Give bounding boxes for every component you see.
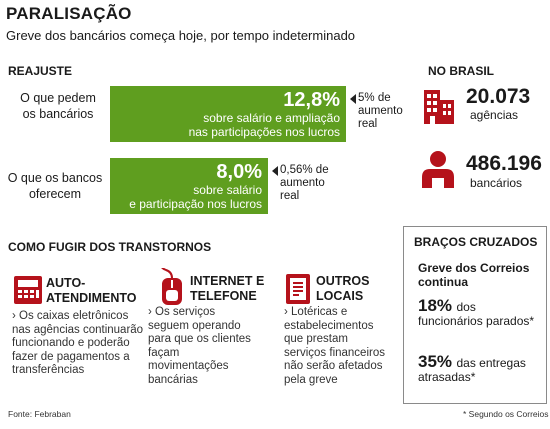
row1-desc-line2: nas participações nos lucros <box>188 125 340 139</box>
item1-desc-line: transferências <box>12 364 85 376</box>
reajuste-row-2-label: O que os bancos oferecem <box>2 170 108 202</box>
bancarios-label: bancários <box>470 176 523 190</box>
agencias-value: 20.073 <box>466 85 531 108</box>
row2-arrow-icon <box>272 166 278 176</box>
item-internet-title: INTERNET E TELEFONE <box>190 274 264 304</box>
fugir-heading: COMO FUGIR DOS TRANSTORNOS <box>8 240 212 254</box>
item1-title-line2: ATENDIMENTO <box>46 291 137 305</box>
row2-note-line2: aumento <box>280 177 325 189</box>
row1-note: 5% de aumento real <box>358 92 403 131</box>
bracos-sub-line1: Greve dos Correios <box>418 261 530 275</box>
source-note: Fonte: Febraban <box>8 409 71 419</box>
item3-desc-line: que prestam <box>284 333 348 345</box>
reajuste-heading: REAJUSTE <box>8 64 73 78</box>
row2-note-line3: real <box>280 190 300 202</box>
item-outros-title: OUTROS LOCAIS <box>316 274 369 304</box>
person-icon <box>420 150 456 188</box>
row1-desc-line1: sobre salário e ampliação <box>203 111 340 125</box>
row1-label-line1: O que pedem <box>20 91 96 105</box>
bracos-stat-1: 18% dos funcionários parados* <box>418 296 546 328</box>
item1-desc-line: › Os caixas eletrônicos <box>12 310 129 322</box>
item-autoatendimento-title: AUTO- ATENDIMENTO <box>46 276 137 306</box>
item1-desc-line: fazer de pagamentos a <box>12 350 130 363</box>
row2-note-line1: 0,56% de <box>280 164 329 176</box>
document-icon <box>286 274 310 304</box>
row2-desc-line1: sobre salário <box>193 183 262 197</box>
row2-value: 8,0% <box>216 161 262 183</box>
item3-title-line2: LOCAIS <box>316 289 364 303</box>
bracos-stat-2: 35% das entregas atrasadas* <box>418 352 546 384</box>
row1-value: 12,8% <box>283 89 340 111</box>
item3-desc-line: não serão afetados <box>284 360 383 372</box>
item3-desc-line: serviços financeiros <box>284 346 385 359</box>
item3-title-line1: OUTROS <box>316 274 370 288</box>
item1-title-line1: AUTO- <box>46 276 86 290</box>
item2-title-line1: INTERNET E <box>190 274 265 288</box>
row2-label-line2: oferecem <box>28 187 82 201</box>
agencias-label: agências <box>470 108 519 122</box>
row2-desc-line2: e participação nos lucros <box>129 197 262 211</box>
bracos-subtitle: Greve dos Correios continua <box>418 261 529 289</box>
row1-note-line2: aumento <box>358 105 403 117</box>
stat2-text2: atrasadas* <box>418 370 476 384</box>
item2-desc-line: para que os clientes <box>148 333 251 345</box>
bancarios-value: 486.196 <box>466 152 542 175</box>
bracos-cruzados-box: BRAÇOS CRUZADOS Greve dos Correios conti… <box>403 226 547 404</box>
row2-label-line1: O que os bancos <box>7 171 103 185</box>
item2-desc-line: › Os serviços <box>148 306 216 318</box>
bracos-sub-line2: continua <box>418 275 468 289</box>
item2-desc-line: façam <box>148 346 180 359</box>
page-title: PARALISAÇÃO <box>6 4 132 23</box>
stat1-value: 18% <box>418 296 453 315</box>
stat1-text2: funcionários parados* <box>418 314 535 328</box>
no-brasil-heading: NO BRASIL <box>428 64 494 78</box>
row1-note-line1: 5% de <box>358 92 391 104</box>
building-icon <box>420 84 456 124</box>
item2-desc-line: seguem operando <box>148 319 241 332</box>
row1-label-line2: os bancários <box>22 107 94 121</box>
item2-desc-line: movimentações <box>148 360 229 372</box>
item1-desc-line: nas agências continuarão <box>12 323 144 336</box>
row2-note: 0,56% de aumento real <box>280 164 329 203</box>
mouse-icon <box>160 265 184 306</box>
bracos-heading: BRAÇOS CRUZADOS <box>414 235 538 249</box>
item3-desc-line: estabelecimentos <box>284 319 374 332</box>
reajuste-row-2-bar: 8,0% sobre salário e participação nos lu… <box>110 158 268 214</box>
atm-icon <box>14 276 42 304</box>
row1-note-line3: real <box>358 118 378 130</box>
item-outros-desc: › Lotéricas e estabelecimentos que prest… <box>284 306 394 387</box>
item2-desc-line: bancárias <box>148 373 198 386</box>
stat1-text1: dos <box>456 300 476 314</box>
footnote: * Segundo os Correios <box>463 409 549 419</box>
reajuste-row-1-bar: 12,8% sobre salário e ampliação nas part… <box>110 86 346 142</box>
item3-desc-line: › Lotéricas e <box>284 306 348 318</box>
item1-desc-line: funcionando e poderão <box>12 337 130 349</box>
reajuste-row-1-label: O que pedem os bancários <box>8 90 108 122</box>
stat2-value: 35% <box>418 352 453 371</box>
page-subtitle: Greve dos bancários começa hoje, por tem… <box>6 28 356 43</box>
row1-arrow-icon <box>350 94 356 104</box>
item-internet-desc: › Os serviços seguem operando para que o… <box>148 306 278 387</box>
stat2-text1: das entregas <box>456 356 526 370</box>
item2-title-line2: TELEFONE <box>190 289 257 303</box>
item3-desc-line: pela greve <box>284 373 338 386</box>
item-autoatendimento-desc: › Os caixas eletrônicos nas agências con… <box>12 310 152 378</box>
